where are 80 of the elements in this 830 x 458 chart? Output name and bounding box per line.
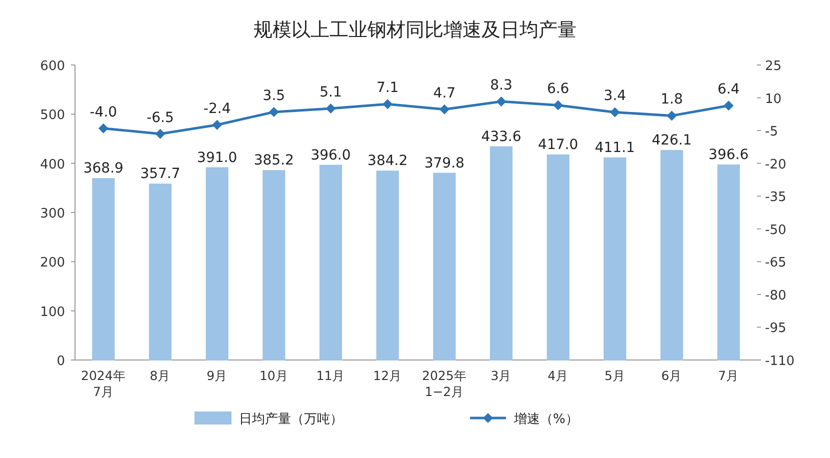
data-label: 379.8 <box>424 155 464 172</box>
data-label: 1.8 <box>660 92 683 108</box>
bar <box>660 150 684 360</box>
data-label: 368.9 <box>83 160 124 177</box>
data-label: 384.2 <box>368 153 408 170</box>
y-tick-label: 0 <box>56 354 65 369</box>
y-tick-label: 400 <box>40 157 65 172</box>
bar <box>148 184 172 360</box>
legend-label: 日均产量（万吨） <box>239 412 343 427</box>
point <box>212 120 222 130</box>
point <box>155 128 166 139</box>
bar <box>376 170 399 360</box>
bar <box>92 178 115 360</box>
data-label: 3.4 <box>604 88 626 104</box>
data-label: 426.1 <box>652 132 692 148</box>
point <box>382 99 393 110</box>
bar <box>262 170 286 360</box>
point <box>610 107 620 118</box>
point <box>666 110 677 121</box>
y2-tick-label: 10 <box>765 92 782 107</box>
chart-title: 规模以上工业钢材同比增速及日均产量 <box>254 19 576 41</box>
data-label: 357.7 <box>140 166 180 182</box>
point <box>268 106 279 117</box>
data-label: -6.5 <box>146 110 174 126</box>
data-label: 3.5 <box>262 88 286 104</box>
y-tick-label: 100 <box>40 304 65 320</box>
data-label: 8.3 <box>490 77 512 94</box>
legend-label: 增速（%） <box>513 412 578 427</box>
data-label: 6.4 <box>717 82 740 98</box>
y-tick-label: 500 <box>40 108 65 124</box>
point <box>439 104 450 114</box>
y2-tick-label: -20 <box>765 157 786 172</box>
y2-tick-label: -50 <box>765 222 786 238</box>
x-tick-label: 11月 <box>316 368 346 383</box>
x-tick-label: 2025年 1−2月 <box>422 368 467 399</box>
x-tick-label: 10月 <box>259 368 288 383</box>
point <box>326 103 336 114</box>
x-tick-label: 2024年 7月 <box>81 368 126 399</box>
data-label: 6.6 <box>546 81 570 98</box>
bar <box>206 167 228 360</box>
point <box>724 100 734 111</box>
y2-tick-label: -80 <box>765 288 786 304</box>
point <box>496 96 506 106</box>
data-label: 385.2 <box>254 152 294 169</box>
point <box>98 123 108 134</box>
data-label: 417.0 <box>538 136 578 153</box>
x-tick-label: 7月 <box>718 368 740 383</box>
bar <box>319 164 342 360</box>
data-label: 411.1 <box>594 140 635 156</box>
y-tick-label: 300 <box>40 206 65 222</box>
data-label: 5.1 <box>320 84 342 100</box>
data-label: 391.0 <box>197 150 238 166</box>
y2-tick-label: 25 <box>765 59 782 74</box>
x-tick-label: 8月 <box>150 368 171 383</box>
x-tick-label: 6月 <box>661 368 682 383</box>
bar <box>490 146 513 360</box>
data-label: 396.0 <box>310 147 351 164</box>
x-tick-label: 9月 <box>206 368 228 383</box>
y2-tick-label: -110 <box>765 354 795 369</box>
y-tick-label: 200 <box>40 256 65 271</box>
bar <box>433 172 456 360</box>
bar <box>546 154 570 360</box>
data-label: -2.4 <box>203 100 231 117</box>
y2-tick-label: -5 <box>765 124 778 140</box>
x-tick-label: 3月 <box>490 368 512 383</box>
y-tick-label: 600 <box>40 59 65 74</box>
data-label: 433.6 <box>481 128 522 145</box>
data-label: 4.7 <box>433 85 456 102</box>
y2-tick-label: -95 <box>765 321 786 336</box>
x-tick-label: 12月 <box>373 368 402 383</box>
bar <box>717 164 740 360</box>
x-tick-label: 4月 <box>548 368 569 383</box>
data-label: 396.6 <box>708 147 749 164</box>
point <box>553 100 564 110</box>
y2-tick-label: -65 <box>765 256 786 271</box>
x-tick-label: 5月 <box>604 368 626 383</box>
data-label: 7.1 <box>376 80 399 96</box>
bar <box>604 157 626 360</box>
data-label: -4.0 <box>90 104 118 120</box>
y2-tick-label: -35 <box>765 190 786 206</box>
